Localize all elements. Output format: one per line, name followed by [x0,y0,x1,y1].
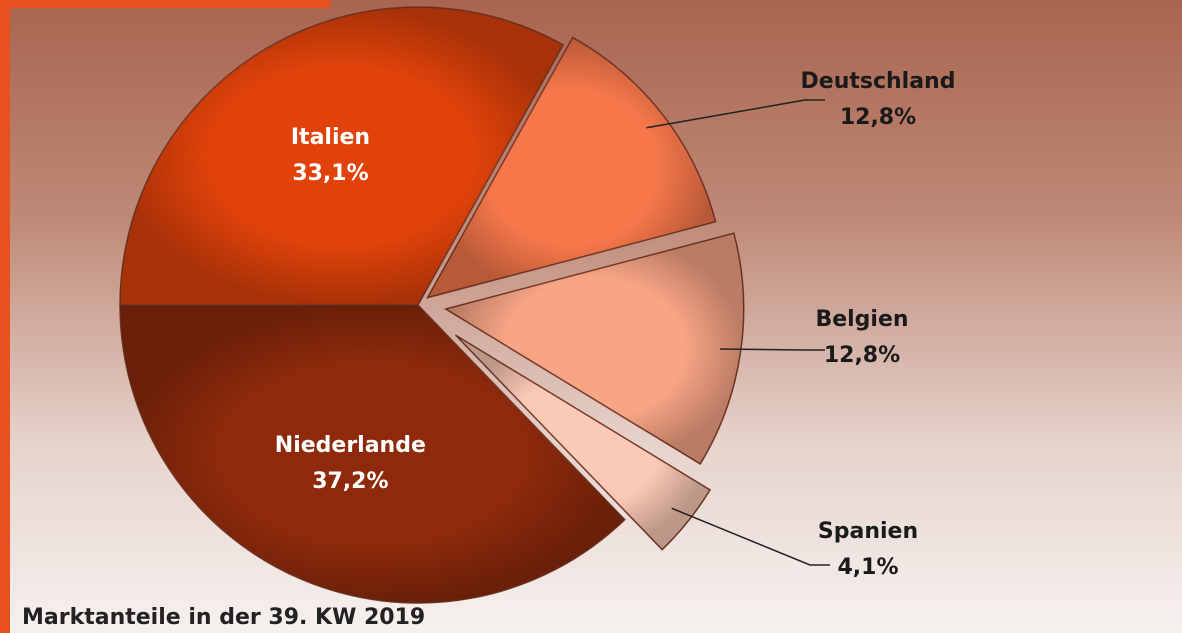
slice-label: Deutschland [801,69,956,94]
leader-line [719,348,825,351]
slice-label: Italien [291,125,370,150]
chart-title: Marktanteile in der 39. KW 2019 [22,605,425,630]
accent-bar [0,0,10,633]
slice-value-label: 12,8% [824,343,900,368]
accent-top [0,0,330,8]
leader-line [646,99,825,129]
slice-value-label: 12,8% [840,105,916,130]
slice-label: Niederlande [275,433,426,458]
leader-line [671,507,830,566]
slice-label: Belgien [815,307,908,332]
slice-value-label: 33,1% [292,161,368,186]
slice-value-label: 4,1% [837,555,898,580]
slice-value-label: 37,2% [312,469,388,494]
slice-label: Spanien [818,519,918,544]
